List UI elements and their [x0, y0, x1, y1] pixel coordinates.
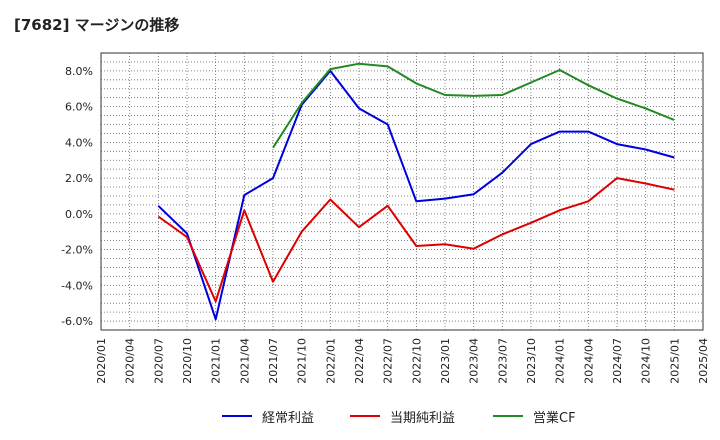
x-tick-label: 2020/07 — [152, 338, 165, 384]
y-axis: -6.0% -4.0% -2.0% 0.0% 2.0% 4.0% 6.0% 8.0% — [61, 65, 93, 328]
series-line-1 — [157, 69, 675, 321]
x-tick-label: 2024/04 — [582, 338, 595, 384]
series-lines — [157, 62, 675, 321]
x-tick-label: 2020/01 — [95, 338, 108, 384]
legend-label-series-1: 経常利益 — [262, 410, 315, 426]
x-tick-label: 2024/07 — [611, 338, 624, 384]
x-tick-label: 2021/04 — [238, 338, 251, 384]
x-tick-label: 2020/04 — [124, 338, 137, 384]
x-tick-label: 2024/10 — [640, 338, 653, 384]
x-tick-label: 2023/10 — [525, 338, 538, 384]
legend-label-series-3: 営業CF — [533, 410, 576, 426]
x-tick-label: 2022/07 — [382, 338, 395, 384]
x-tick-label: 2020/10 — [181, 338, 194, 384]
legend-swatch-series-2 — [350, 415, 380, 417]
series-line-2 — [157, 177, 675, 303]
x-tick-label: 2023/07 — [496, 338, 509, 384]
grid — [100, 53, 704, 330]
x-tick-label: 2022/04 — [353, 338, 366, 384]
x-tick-label: 2021/07 — [267, 338, 280, 384]
y-tick-label: -4.0% — [61, 279, 93, 292]
legend-swatch-series-1 — [222, 415, 252, 417]
x-tick-label: 2025/04 — [697, 338, 710, 384]
series-line-3 — [272, 62, 675, 149]
y-tick-label: 0.0% — [65, 208, 93, 221]
y-tick-label: -2.0% — [61, 244, 93, 257]
x-tick-label: 2024/01 — [554, 338, 567, 384]
chart-title: [7682] マージンの推移 — [14, 16, 180, 34]
legend-item-series-3: 営業CF — [493, 404, 576, 428]
y-tick-label: 8.0% — [65, 65, 93, 78]
x-axis: 2020/01 2020/04 2020/07 2020/10 2021/01 2021/… — [95, 338, 710, 384]
plot-frame — [100, 52, 704, 331]
y-tick-label: 6.0% — [65, 101, 93, 114]
x-tick-label: 2023/01 — [439, 338, 452, 384]
legend: 経常利益 当期純利益 営業CF — [0, 404, 720, 428]
legend-item-series-1: 経常利益 — [222, 404, 314, 428]
y-tick-label: 4.0% — [65, 136, 93, 149]
legend-item-series-2: 当期純利益 — [350, 404, 455, 428]
legend-swatch-series-3 — [493, 415, 523, 417]
legend-label-series-2: 当期純利益 — [390, 410, 456, 426]
x-tick-label: 2022/10 — [410, 338, 423, 384]
x-tick-label: 2023/04 — [468, 338, 481, 384]
x-tick-label: 2021/01 — [210, 338, 223, 384]
y-tick-label: 2.0% — [65, 172, 93, 185]
y-tick-label: -6.0% — [61, 315, 93, 328]
x-tick-label: 2022/01 — [324, 338, 337, 384]
x-tick-label: 2025/01 — [668, 338, 681, 384]
x-tick-label: 2021/10 — [296, 338, 309, 384]
